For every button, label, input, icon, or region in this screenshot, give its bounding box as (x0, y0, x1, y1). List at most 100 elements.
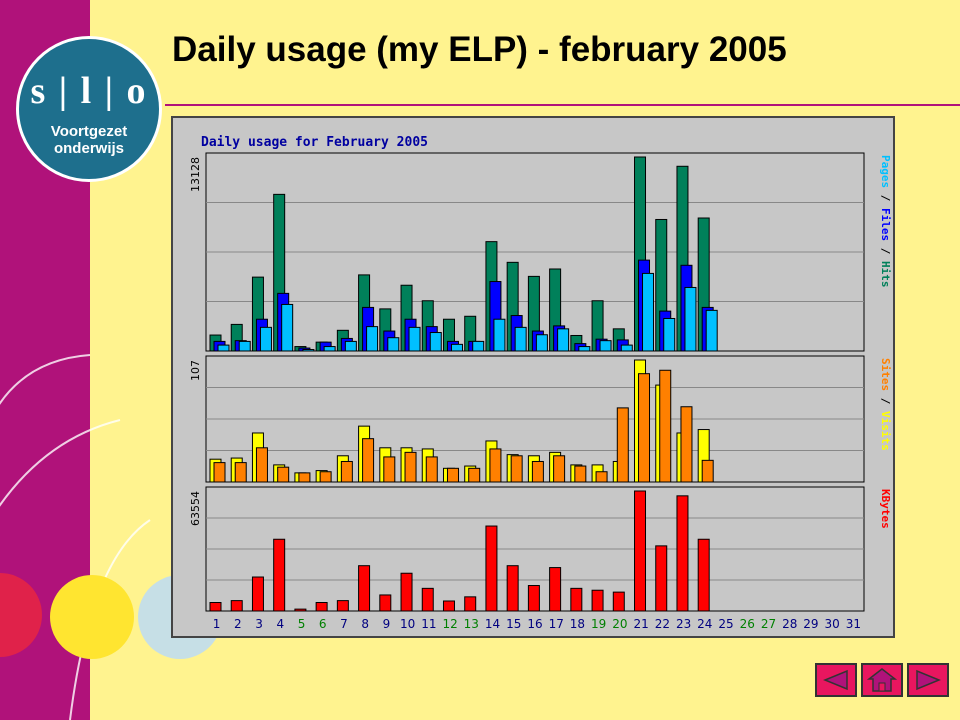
bar-pages-day-16 (535, 334, 548, 352)
bar-kbytes-day-23 (676, 495, 689, 612)
x-tick-label-day-13: 13 (464, 617, 479, 631)
triangle-right-icon (916, 669, 941, 691)
bar-pages-day-1 (217, 344, 230, 352)
usage-chart: Daily usage for February 2005 13128 Pages … (171, 116, 895, 638)
bar-pages-day-18 (578, 346, 591, 352)
bar-kbytes-day-11 (421, 587, 434, 612)
bar-kbytes-day-15 (506, 565, 519, 612)
bar-sites-day-17 (553, 455, 566, 483)
x-tick-label-day-30: 30 (825, 617, 840, 631)
previous-slide-button[interactable] (815, 663, 857, 697)
x-tick-label-day-14: 14 (485, 617, 500, 631)
bar-kbytes-day-8 (358, 565, 371, 612)
legend-entry: Files (879, 208, 892, 241)
bar-pages-day-24 (705, 309, 718, 352)
bar-sites-day-12 (446, 467, 459, 483)
bar-pages-day-7 (344, 340, 357, 352)
x-tick-label-day-7: 7 (340, 617, 348, 631)
bar-kbytes-day-17 (549, 567, 562, 612)
bar-kbytes-day-16 (527, 585, 540, 612)
x-tick-label-day-3: 3 (255, 617, 263, 631)
bar-kbytes-day-5 (294, 608, 307, 612)
x-tick-label-day-29: 29 (803, 617, 818, 631)
x-tick-label-day-17: 17 (549, 617, 564, 631)
panel-hits_files_pages-max-label: 13128 (189, 157, 202, 192)
bar-sites-day-6 (319, 471, 332, 483)
x-tick-label-day-15: 15 (506, 617, 521, 631)
bar-kbytes-day-20 (612, 591, 625, 612)
panel-hits_files_pages-legend: Pages / Files / Hits (879, 155, 892, 288)
bar-pages-day-15 (514, 326, 527, 352)
bar-kbytes-day-13 (464, 596, 477, 612)
bar-sites-day-21 (638, 373, 651, 483)
legend-entry: / (879, 241, 892, 261)
home-icon (867, 668, 897, 692)
next-slide-button[interactable] (907, 663, 949, 697)
bar-sites-day-22 (659, 369, 672, 483)
panel-kbytes-legend: KBytes (879, 489, 892, 529)
bar-sites-day-18 (574, 465, 587, 483)
bar-pages-day-11 (429, 332, 442, 352)
slo-logo: s | l | o Voortgezet onderwijs (16, 36, 162, 182)
x-tick-label-day-22: 22 (655, 617, 670, 631)
bar-kbytes-day-7 (336, 600, 349, 612)
bar-sites-day-14 (489, 448, 502, 483)
legend-entry: Sites (879, 358, 892, 391)
bar-pages-day-22 (663, 317, 676, 352)
logo-line-1: Voortgezet (50, 123, 128, 140)
navigation-bar (815, 663, 949, 697)
x-tick-label-day-12: 12 (442, 617, 457, 631)
x-tick-label-day-6: 6 (319, 617, 327, 631)
bar-kbytes-day-2 (230, 600, 243, 612)
x-tick-label-day-8: 8 (361, 617, 369, 631)
bar-pages-day-2 (238, 340, 251, 352)
bar-pages-day-19 (599, 340, 612, 352)
logo-line-2: onderwijs (53, 140, 124, 157)
panel-kbytes-max-label: 63554 (189, 491, 202, 526)
bar-sites-day-7 (340, 460, 353, 483)
bar-sites-day-1 (213, 462, 226, 483)
bar-kbytes-day-22 (655, 545, 668, 612)
bar-pages-day-3 (259, 326, 272, 352)
bar-pages-day-20 (620, 344, 633, 352)
bar-sites-day-2 (234, 462, 247, 483)
bar-pages-day-5 (302, 349, 315, 352)
bar-pages-day-6 (323, 346, 336, 352)
chart-title: Daily usage for February 2005 (201, 135, 428, 150)
bar-kbytes-day-21 (634, 490, 647, 612)
bar-kbytes-day-4 (273, 538, 286, 612)
legend-entry: Visits (879, 411, 892, 451)
circle-red-decor (0, 573, 42, 657)
bar-kbytes-day-6 (315, 602, 328, 612)
bar-kbytes-day-19 (591, 589, 604, 612)
bar-kbytes-day-10 (400, 572, 413, 612)
bar-pages-day-9 (387, 337, 400, 352)
bar-pages-day-13 (472, 340, 485, 352)
legend-entry: Pages (879, 155, 892, 188)
bar-sites-day-4 (277, 466, 290, 483)
bar-pages-day-23 (684, 286, 697, 352)
bar-kbytes-day-1 (209, 602, 222, 612)
bar-pages-day-10 (408, 326, 421, 352)
bar-pages-day-4 (281, 303, 294, 352)
bar-kbytes-day-3 (251, 576, 264, 612)
bar-pages-day-14 (493, 318, 506, 352)
x-tick-label-day-18: 18 (570, 617, 585, 631)
panel-visits_sites-legend: Sites / Visits (879, 358, 892, 451)
bar-sites-day-8 (362, 438, 375, 483)
x-tick-label-day-25: 25 (718, 617, 733, 631)
bar-sites-day-5 (298, 472, 311, 483)
x-tick-label-day-24: 24 (697, 617, 712, 631)
bar-sites-day-11 (425, 456, 438, 483)
x-tick-label-day-28: 28 (782, 617, 797, 631)
bar-sites-day-13 (468, 467, 481, 483)
x-tick-label-day-5: 5 (298, 617, 306, 631)
bar-sites-day-23 (680, 406, 693, 483)
x-tick-label-day-11: 11 (421, 617, 436, 631)
home-button[interactable] (861, 663, 903, 697)
x-tick-label-day-2: 2 (234, 617, 242, 631)
triangle-left-icon (823, 669, 848, 691)
bar-sites-day-24 (701, 459, 714, 483)
legend-entry: Hits (879, 261, 892, 288)
